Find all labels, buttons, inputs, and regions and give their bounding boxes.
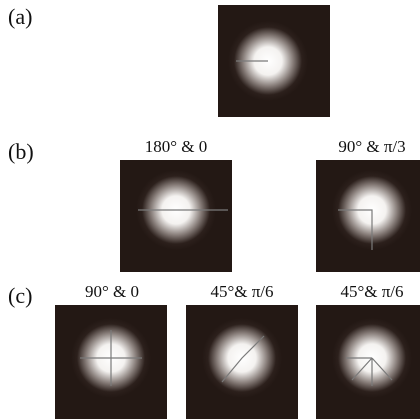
image-title: 90° & 0 <box>85 282 139 301</box>
beam-image <box>55 305 167 419</box>
beam-image <box>120 160 232 272</box>
panel-label: (a) <box>8 4 32 29</box>
figure: (a) (b) 180° & 0 90° & π/3 (c) 90° & 0 4… <box>0 0 420 419</box>
panel-label: (b) <box>8 139 34 164</box>
image-title: 45°& π/6 <box>210 282 273 301</box>
image-title: 180° & 0 <box>145 137 208 156</box>
beam-image <box>218 5 330 117</box>
beam-image <box>186 305 298 419</box>
panel-label: (c) <box>8 283 32 308</box>
image-title: 90° & π/3 <box>338 137 405 156</box>
image-title: 45°& π/6 <box>340 282 403 301</box>
beam-image <box>316 160 420 272</box>
beam-image <box>316 305 420 419</box>
